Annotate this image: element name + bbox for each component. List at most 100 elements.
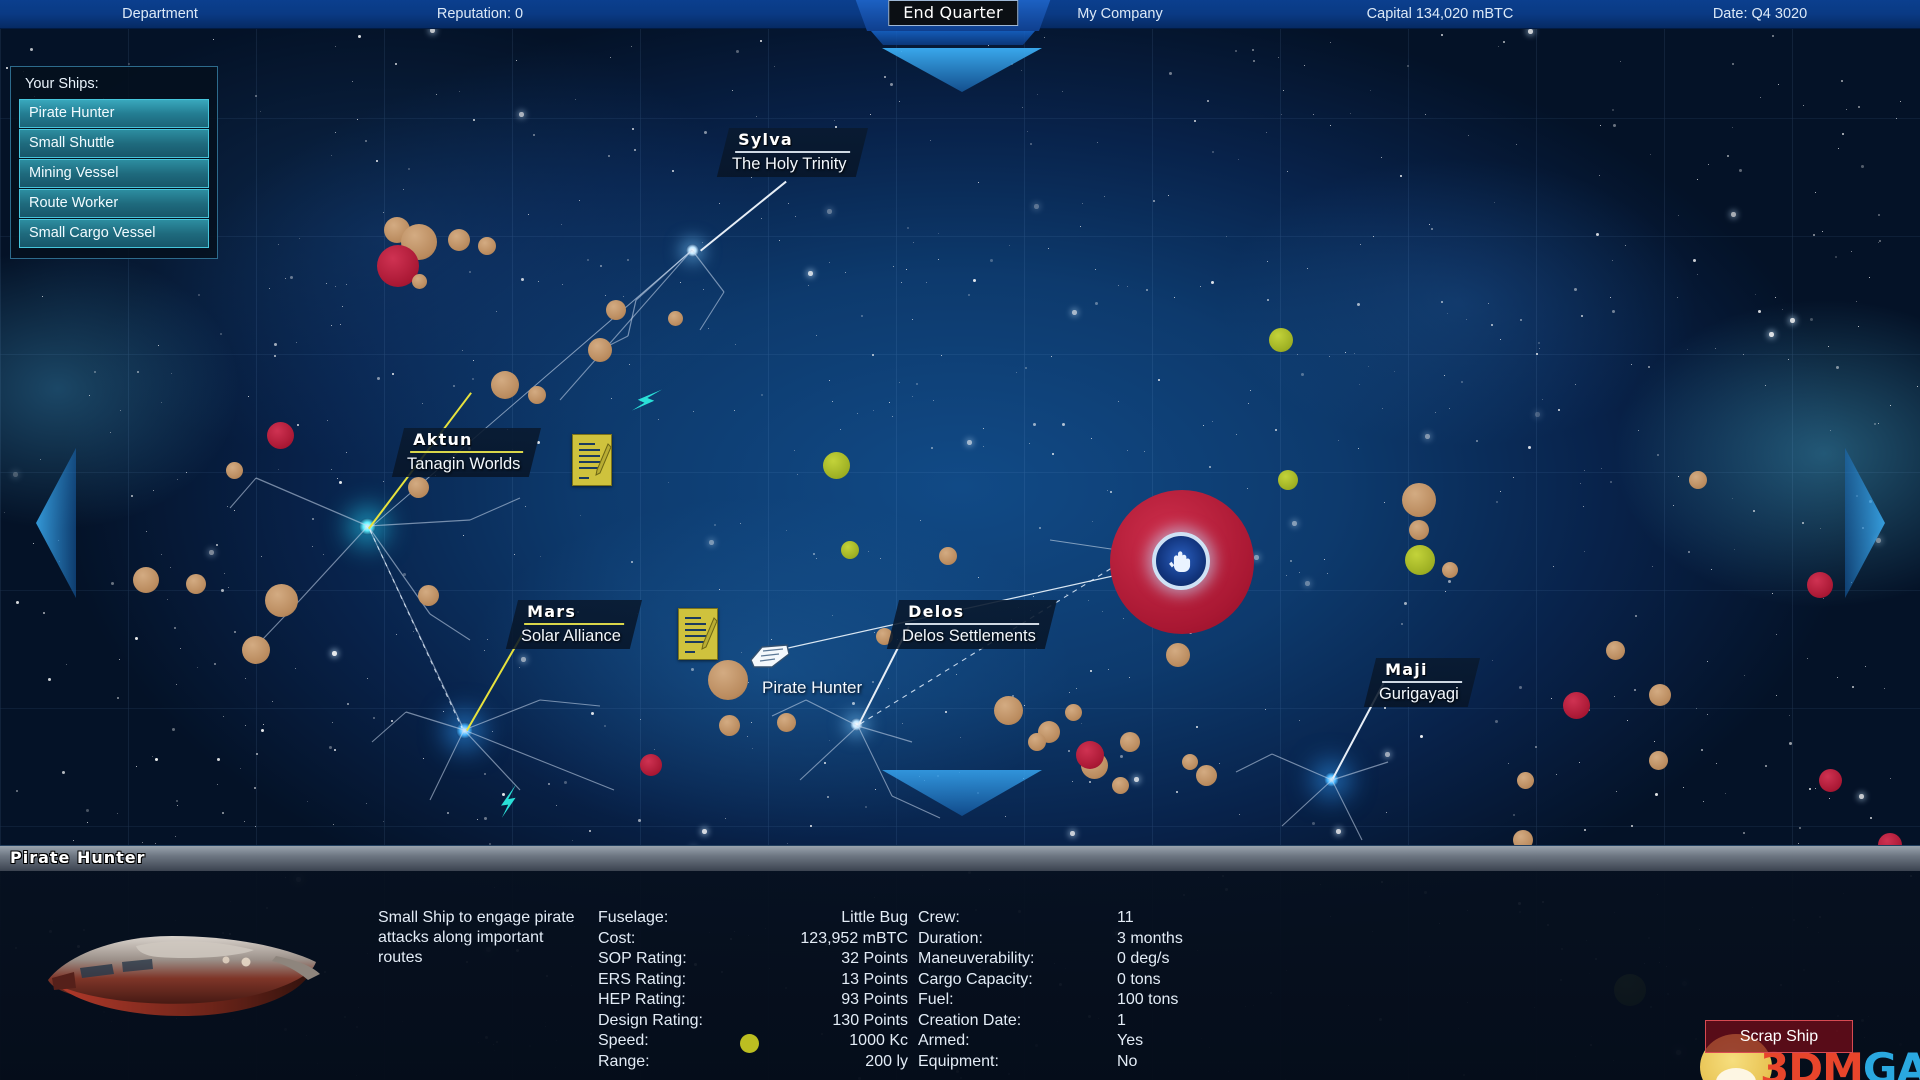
planet-body[interactable] [1409, 520, 1429, 540]
planet-body[interactable] [1064, 703, 1082, 721]
system-owner: The Holy Trinity [732, 154, 847, 173]
planet-body[interactable] [491, 371, 519, 399]
planet-body[interactable] [1076, 741, 1104, 769]
stat-row: Creation Date: 1 [918, 1011, 1213, 1032]
system-label-aktun[interactable]: Aktun Tanagin Worlds [391, 428, 542, 477]
stat-row: ERS Rating: 13 Points [598, 970, 908, 991]
planet-body[interactable] [448, 229, 470, 251]
capital-label: Capital 134,020 mBTC [1366, 6, 1514, 22]
ship-info-title: Pirate Hunter [10, 848, 146, 867]
ship-preview-image [40, 896, 330, 1041]
planet-body[interactable] [667, 310, 683, 326]
label-divider [1382, 681, 1462, 683]
planet-body[interactable] [1516, 771, 1534, 789]
planet-body[interactable] [993, 695, 1023, 725]
planet-body[interactable] [588, 338, 612, 362]
planet-body[interactable] [225, 461, 243, 479]
planet-body[interactable] [1120, 732, 1140, 752]
ship-info-panel: Pirate Hunter [0, 845, 1920, 1080]
system-label-sylva[interactable]: Sylva The Holy Trinity [716, 128, 868, 177]
planet-body[interactable] [528, 386, 546, 404]
ship-list-item-1[interactable]: Small Shuttle [19, 129, 209, 158]
department-label[interactable]: Department [122, 6, 198, 22]
ship-marker-label: Pirate Hunter [762, 678, 863, 697]
contract-document-icon-mars[interactable] [678, 608, 718, 660]
planet-body[interactable] [1818, 768, 1842, 792]
label-divider [410, 451, 524, 453]
planet-body[interactable] [264, 583, 298, 617]
planet-body[interactable] [640, 754, 662, 776]
planet-body[interactable] [1648, 750, 1668, 770]
date-label: Date: Q4 3020 [1712, 6, 1808, 22]
planet-body[interactable] [776, 712, 796, 732]
planet-body[interactable] [1442, 562, 1458, 578]
planet-body[interactable] [242, 636, 270, 664]
speed-indicator-dot [740, 1034, 759, 1053]
stat-value: 123,952 mBTC [800, 929, 908, 947]
planet-body[interactable] [186, 574, 206, 594]
system-label-mars[interactable]: Mars Solar Alliance [505, 600, 643, 649]
planet-body[interactable] [1269, 328, 1293, 352]
stat-key: Cost: [598, 929, 636, 947]
planet-body[interactable] [407, 476, 429, 498]
planet-body[interactable] [1182, 754, 1198, 770]
planet-body[interactable] [411, 273, 427, 289]
planet-body[interactable] [1028, 733, 1046, 751]
system-name: Aktun [413, 430, 473, 449]
stat-value: 13 Points [841, 970, 908, 988]
scrap-ship-button[interactable]: Scrap Ship [1705, 1020, 1853, 1053]
stat-value: 1 [1117, 1011, 1126, 1029]
ship-marker-pirate-hunter[interactable] [748, 640, 792, 677]
planet-body[interactable] [1562, 691, 1590, 719]
planet-body[interactable] [266, 421, 294, 449]
planet-body[interactable] [1807, 572, 1833, 598]
planet-body[interactable] [606, 300, 626, 320]
stat-value: Yes [1117, 1032, 1144, 1049]
stat-value: 11 [1117, 909, 1134, 926]
system-label-delos[interactable]: Delos Delos Settlements [886, 600, 1057, 649]
ship-list-item-2[interactable]: Mining Vessel [19, 159, 209, 188]
planet-body[interactable] [1649, 684, 1671, 706]
stat-key: Maneuverability: [918, 950, 1035, 967]
stat-key: Equipment: [918, 1052, 999, 1070]
system-name: Mars [527, 602, 577, 621]
ship-list-item-4[interactable]: Small Cargo Vessel [19, 219, 209, 248]
system-label-maji[interactable]: Maji Gurigayagi [1363, 658, 1480, 707]
planet-body[interactable] [939, 547, 957, 565]
planet-body[interactable] [1278, 470, 1298, 490]
system-owner: Tanagin Worlds [407, 454, 521, 473]
your-ships-title: Your Ships: [25, 76, 99, 92]
planet-body[interactable] [1689, 471, 1707, 489]
contract-document-icon-aktun[interactable] [572, 434, 612, 486]
stat-value: 32 Points [841, 950, 908, 967]
system-name: Sylva [738, 130, 793, 149]
system-owner: Gurigayagi [1379, 684, 1459, 703]
stat-key: Fuselage: [598, 909, 669, 926]
planet-body[interactable] [478, 237, 496, 255]
planet-body[interactable] [1405, 545, 1435, 575]
planet-body[interactable] [718, 714, 740, 736]
stat-value: 100 tons [1117, 991, 1179, 1008]
stat-value: 0 deg/s [1117, 950, 1170, 967]
stat-row: Range: 200 ly [598, 1052, 908, 1073]
planet-body[interactable] [1605, 640, 1625, 660]
faction-fist-icon[interactable] [1152, 532, 1210, 590]
planet-body[interactable] [133, 567, 159, 593]
planet-body[interactable] [417, 584, 439, 606]
planet-body[interactable] [841, 541, 859, 559]
stat-key: Crew: [918, 909, 960, 926]
stat-value: 130 Points [832, 1011, 908, 1029]
planet-body[interactable] [822, 451, 850, 479]
planet-body[interactable] [1402, 483, 1436, 517]
planet-body[interactable] [1195, 764, 1217, 786]
stat-row: Maneuverability: 0 deg/s [918, 949, 1213, 970]
planet-body[interactable] [1111, 776, 1129, 794]
planet-body[interactable] [708, 660, 748, 700]
ship-list-item-3[interactable]: Route Worker [19, 189, 209, 218]
ship-stats-right: Crew: 11 Duration: 3 months Maneuverability:… [918, 908, 1213, 1072]
end-quarter-button[interactable]: End Quarter [888, 0, 1018, 26]
ship-list-item-0[interactable]: Pirate Hunter [19, 99, 209, 128]
planet-body[interactable] [1166, 643, 1190, 667]
stat-key: Creation Date: [918, 1011, 1022, 1029]
company-label[interactable]: My Company [1077, 6, 1163, 22]
